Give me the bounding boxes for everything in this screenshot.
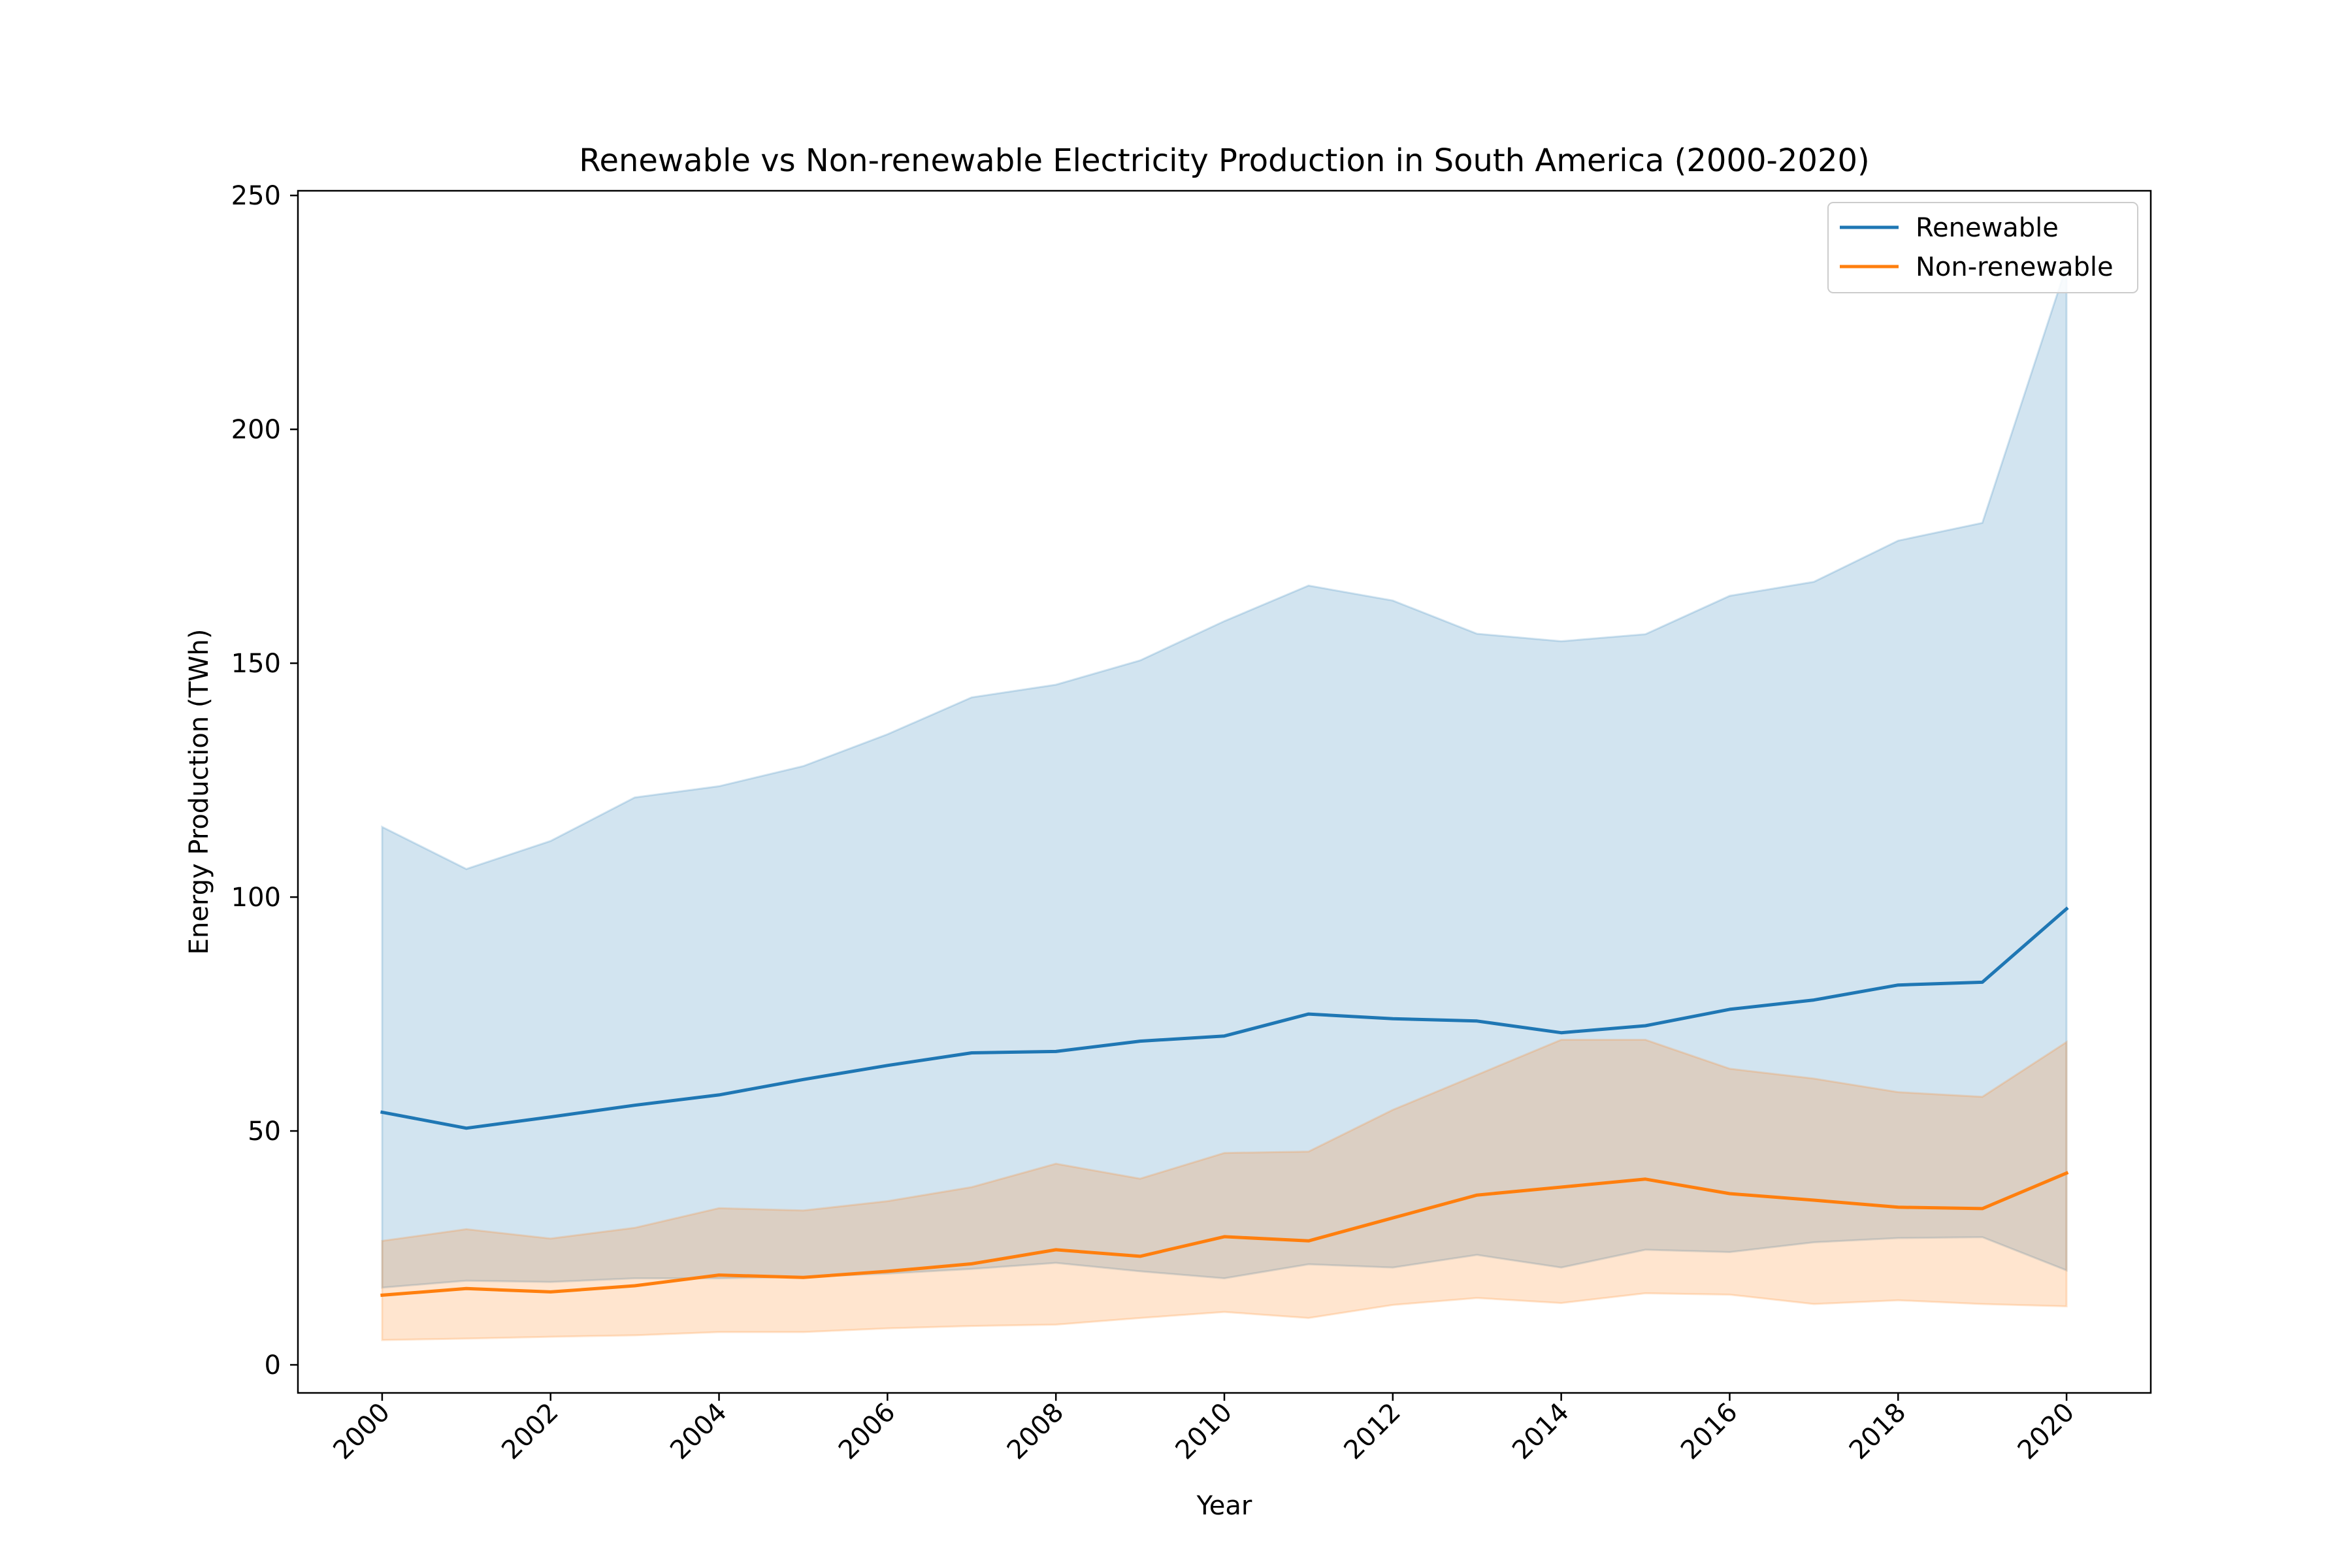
series-lines [380, 906, 2069, 1298]
y-tick-label-50: 50 [248, 1117, 281, 1147]
line-non-renewable [380, 1171, 2069, 1298]
y-tick-label-250: 250 [231, 181, 281, 211]
y-axis: 0 50 100 150 200 250 [231, 181, 298, 1380]
legend: Renewable Non-renewable [1827, 202, 2138, 293]
chart-title: Renewable vs Non-renewable Electricity P… [579, 142, 1870, 179]
x-axis-label: Year [1196, 1491, 1252, 1521]
y-tick-label-0: 0 [265, 1350, 281, 1380]
line-renewable [380, 906, 2069, 1130]
y-tick-label-100: 100 [231, 883, 281, 913]
legend-label-non-renewable: Non-renewable [1916, 252, 2114, 282]
band-renewable [381, 265, 2068, 1289]
band-non-renewable [381, 1039, 2068, 1341]
legend-box [1827, 202, 2138, 293]
y-axis-label: Energy Production (TWh) [184, 629, 214, 955]
y-tick-label-200: 200 [231, 415, 281, 445]
confidence-bands [381, 265, 2068, 1341]
legend-label-renewable: Renewable [1916, 213, 2059, 243]
y-tick-label-150: 150 [231, 649, 281, 679]
